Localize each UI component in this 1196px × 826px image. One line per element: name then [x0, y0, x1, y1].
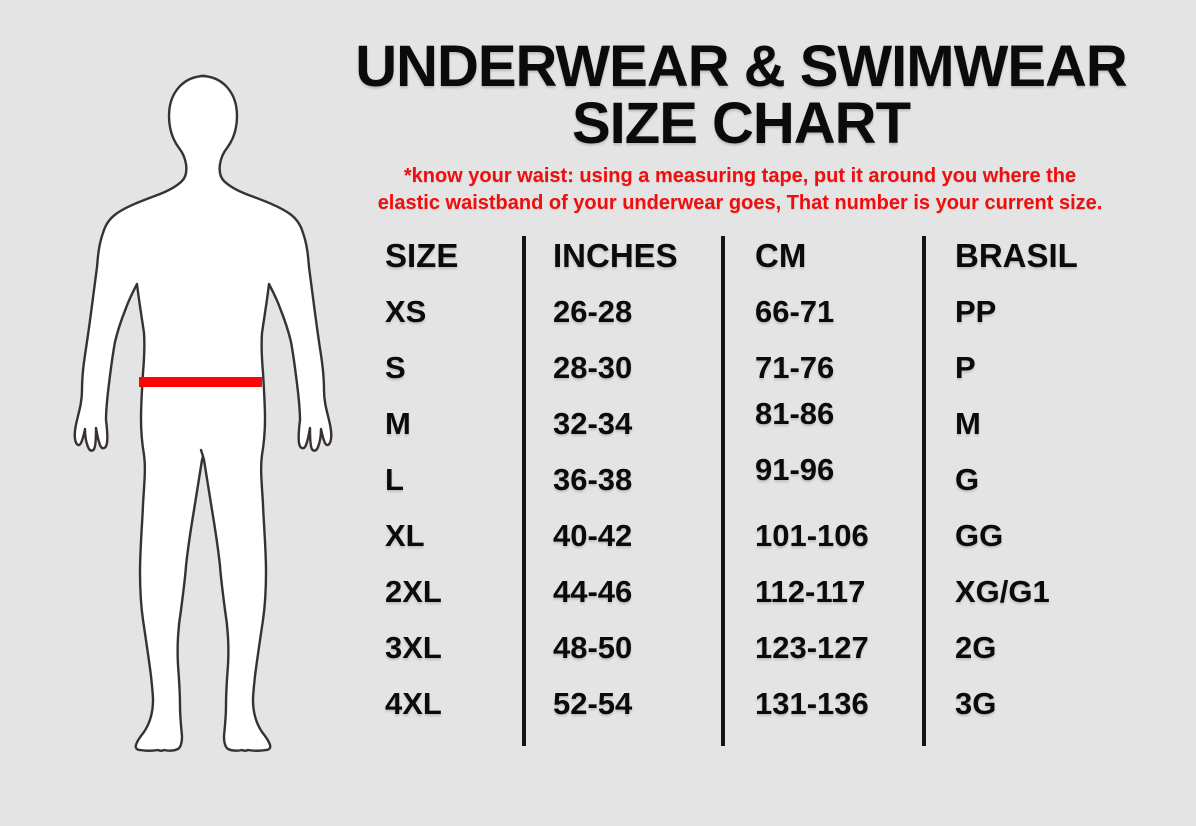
table-cell: 131-136: [755, 686, 869, 721]
table-cell: 81-86: [755, 396, 835, 431]
table-cell: 28-30: [553, 350, 633, 385]
table-cell: S: [385, 350, 406, 385]
body-outline-mirror: [199, 74, 333, 752]
table-cell: XG/G1: [955, 574, 1050, 609]
table-cell: 48-50: [553, 630, 633, 665]
table-cell: L: [385, 462, 404, 497]
table-cell: 66-71: [755, 294, 835, 329]
table-cell: M: [955, 406, 981, 441]
header-cell: CM: [755, 237, 807, 274]
title-line-2: SIZE CHART: [572, 91, 911, 156]
header-cell: SIZE: [385, 237, 459, 274]
measuring-note: *know your waist: using a measuring tape…: [350, 163, 1130, 217]
header-cell: BRASIL: [955, 237, 1078, 274]
column-divider: [922, 236, 926, 746]
table-cell: M: [385, 406, 411, 441]
table-cell: P: [955, 350, 976, 385]
table-cell: 52-54: [553, 686, 633, 721]
table-cell: 91-96: [755, 452, 835, 487]
table-cell: 44-46: [553, 574, 633, 609]
table-cell: 32-34: [553, 406, 633, 441]
table-cell: 2XL: [385, 574, 442, 609]
header-cell: INCHES: [553, 237, 678, 274]
size-table: SIZE INCHES CM BRASIL XS 26-28 66-71 PP S 28-30 71…: [385, 228, 1101, 748]
table-cell: 3G: [955, 686, 997, 721]
table-cell: 112-117: [755, 574, 866, 609]
table-cell: 40-42: [553, 518, 633, 553]
column-divider: [721, 236, 725, 746]
page-title: UNDERWEAR & SWIMWEAR SIZE CHART: [335, 34, 1147, 156]
table-cell: XS: [385, 294, 427, 329]
size-table-grid: SIZE INCHES CM BRASIL XS 26-28 66-71 PP S 28-30 71…: [385, 228, 1101, 732]
note-line-1: *know your waist: using a measuring tape…: [403, 165, 1077, 187]
body-silhouette: [70, 70, 336, 754]
table-cell: 123-127: [755, 630, 869, 665]
column-divider: [522, 236, 526, 746]
table-cell: PP: [955, 294, 997, 329]
table-cell: 2G: [955, 630, 997, 665]
table-cell: 4XL: [385, 686, 442, 721]
title-line-1: UNDERWEAR & SWIMWEAR: [355, 34, 1128, 99]
table-cell: 26-28: [553, 294, 633, 329]
body-outline: [73, 74, 207, 752]
table-cell: GG: [955, 518, 1004, 553]
body-silhouette-graphic: [73, 74, 333, 752]
table-cell: 36-38: [553, 462, 633, 497]
waist-line: [139, 377, 262, 387]
table-cell: XL: [385, 518, 425, 553]
note-line-2: elastic waistband of your underwear goes…: [377, 192, 1103, 214]
table-cell: 101-106: [755, 518, 869, 553]
table-cell: 3XL: [385, 630, 442, 665]
table-cell: 71-76: [755, 350, 835, 385]
table-cell: G: [955, 462, 980, 497]
